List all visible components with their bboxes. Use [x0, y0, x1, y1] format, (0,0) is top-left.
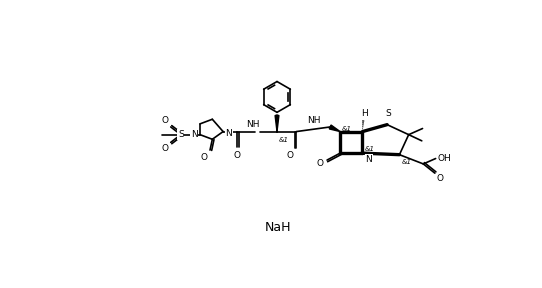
- Text: &1: &1: [279, 137, 288, 143]
- Text: H: H: [360, 109, 367, 118]
- Text: S: S: [178, 130, 184, 139]
- Text: NaH: NaH: [264, 221, 291, 234]
- Text: O: O: [317, 160, 324, 168]
- Text: N: N: [365, 155, 372, 164]
- Text: &1: &1: [402, 158, 412, 164]
- Text: NH: NH: [307, 116, 321, 125]
- Text: O: O: [287, 151, 294, 160]
- Text: NH: NH: [246, 120, 259, 128]
- Polygon shape: [329, 125, 340, 132]
- Polygon shape: [275, 115, 279, 132]
- Text: OH: OH: [438, 154, 451, 163]
- Text: &1: &1: [341, 126, 352, 132]
- Text: O: O: [201, 153, 208, 162]
- Text: O: O: [162, 116, 169, 125]
- Text: N: N: [191, 130, 198, 139]
- Text: O: O: [162, 144, 169, 153]
- Text: O: O: [436, 174, 443, 183]
- Text: S: S: [386, 109, 391, 118]
- Text: O: O: [234, 151, 241, 160]
- Text: &1: &1: [365, 146, 375, 151]
- Text: N: N: [225, 128, 232, 137]
